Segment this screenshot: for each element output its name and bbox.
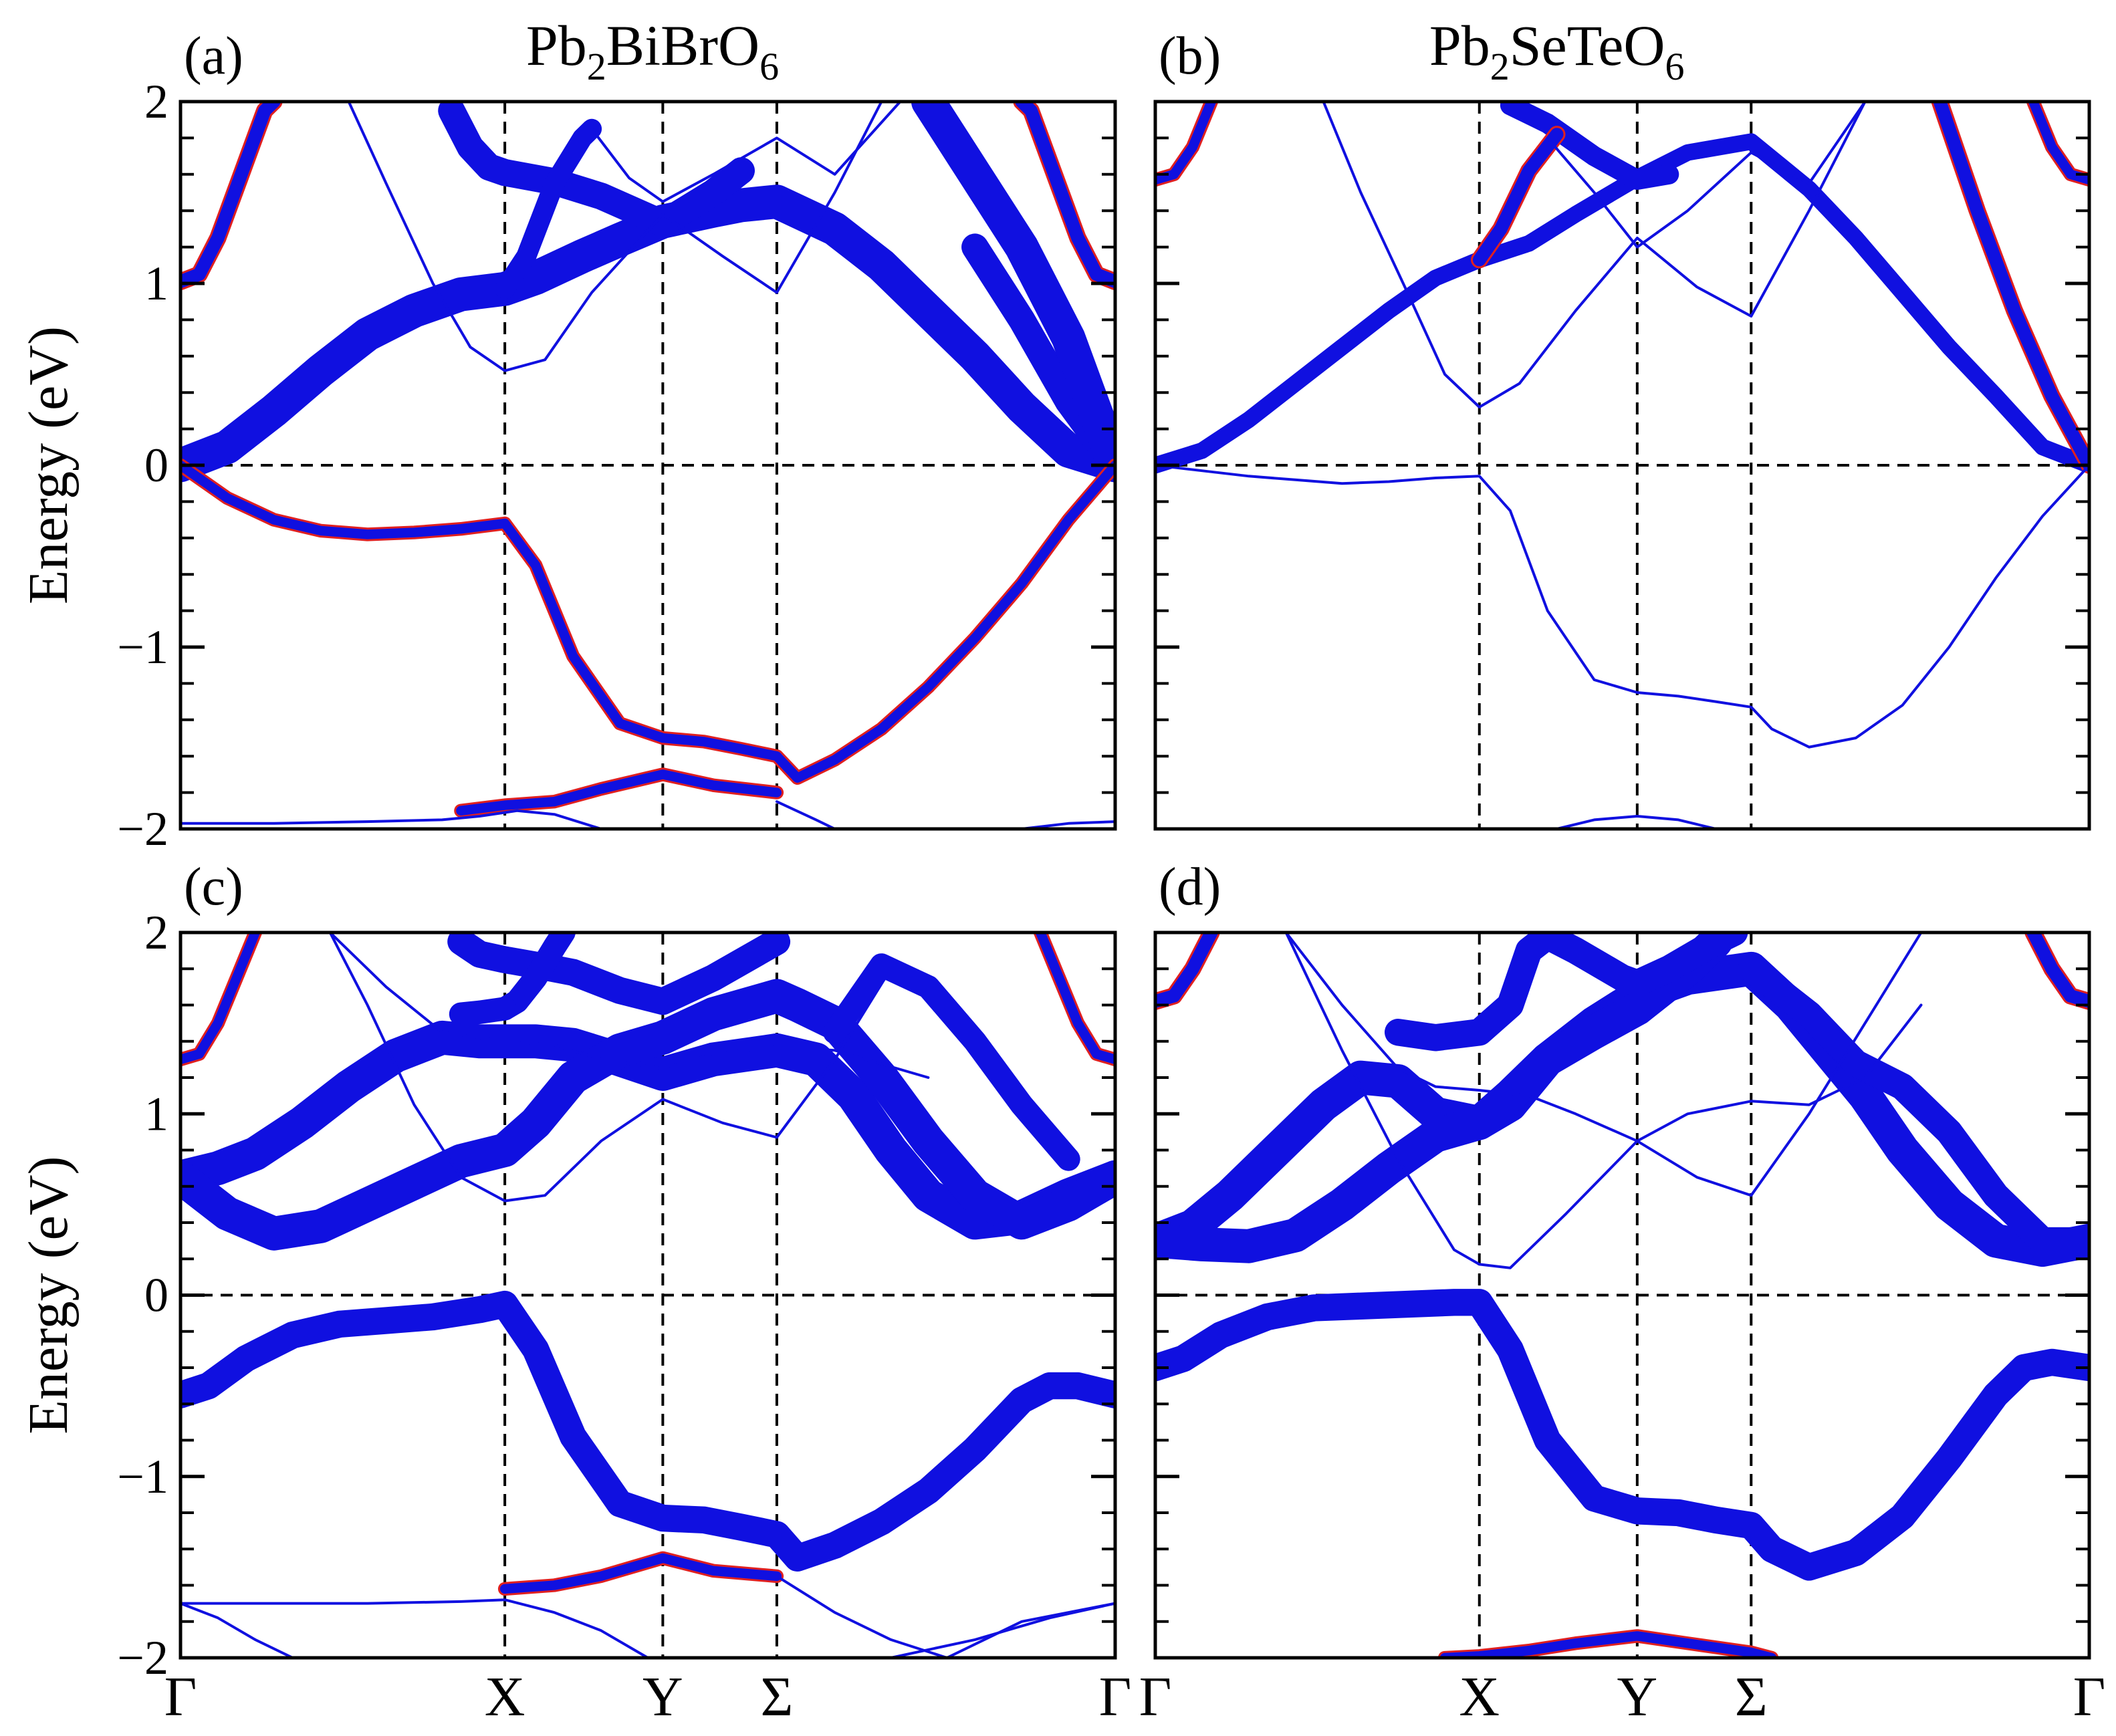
panel-label: (d) — [1159, 858, 1221, 916]
band-line — [181, 1598, 649, 1658]
panel-1: (b) Pb2SeTeO6 — [1153, 13, 2091, 831]
band-line — [1439, 1631, 1777, 1658]
kpoint-label: X — [1459, 1666, 1500, 1728]
band-line — [2026, 933, 2089, 1008]
y-tick-label: 0 — [144, 1269, 168, 1322]
y-tick-label: −2 — [117, 1631, 168, 1685]
band-line — [328, 933, 893, 1203]
panel-title: Pb2BiBrO6 — [526, 13, 779, 88]
band-line — [181, 809, 603, 829]
panel-3: Γ X Y Σ Γ (d) — [1139, 858, 2106, 1728]
kpoint-label: Σ — [1735, 1666, 1768, 1728]
y-axis-label: Energy (eV) — [17, 1156, 80, 1435]
band-line — [1500, 102, 1679, 190]
band-line — [1015, 102, 1115, 289]
band-line — [181, 102, 281, 289]
title-text: BiBrO — [606, 13, 759, 78]
y-axis-label: Energy (eV) — [17, 326, 80, 604]
band-line — [181, 1290, 1115, 1572]
kpoint-label: Γ — [1099, 1666, 1132, 1728]
band-line — [911, 102, 1115, 483]
panel-label: (c) — [184, 858, 243, 916]
kpoint-label: Y — [1617, 1666, 1658, 1728]
title-subscript: 2 — [587, 45, 606, 88]
panel-title: Pb2SeTeO6 — [1429, 13, 1685, 88]
bands — [181, 933, 1115, 1658]
kpoint-label: Γ — [1139, 1666, 1172, 1728]
band-line — [1155, 102, 1217, 185]
y-tick-label: −1 — [117, 620, 168, 674]
bands — [181, 102, 1115, 829]
bands — [1155, 102, 2089, 829]
y-tick-label: 2 — [144, 75, 168, 128]
band-line — [1155, 933, 1733, 1263]
title-text: Pb — [1429, 13, 1490, 78]
y-tick-label: 1 — [144, 257, 168, 310]
bands — [1155, 933, 2089, 1658]
y-tick-label: 1 — [144, 1087, 168, 1140]
panel-label: (b) — [1159, 27, 1221, 86]
y-tick-label: −1 — [117, 1450, 168, 1503]
band-line — [181, 1602, 294, 1658]
band-line — [1155, 133, 2089, 474]
band-line — [822, 953, 1080, 1171]
title-subscript: 2 — [1490, 45, 1510, 88]
y-tick-label: 0 — [144, 439, 168, 492]
title-text: SeTeO — [1510, 13, 1665, 78]
band-line — [1155, 933, 1218, 1008]
band-line — [181, 979, 1115, 1251]
band-line — [495, 118, 602, 299]
band-line — [347, 102, 883, 372]
kpoint-label: X — [485, 1666, 525, 1728]
title-text: Pb — [526, 13, 587, 78]
band-line — [499, 1553, 782, 1594]
band-line — [1155, 1289, 2089, 1581]
band-line — [1738, 955, 2089, 1255]
band-line — [447, 933, 791, 1015]
band-line — [456, 769, 782, 816]
band-line — [181, 933, 260, 1065]
band-line — [590, 102, 902, 203]
band-line — [449, 997, 517, 1026]
band-line — [1322, 102, 1867, 408]
band-line — [1555, 815, 1718, 829]
band-line — [775, 800, 836, 829]
band-line — [1284, 933, 1923, 1269]
band-line — [1384, 933, 1748, 1051]
title-subscript: 6 — [759, 45, 779, 88]
band-line — [1284, 933, 1923, 1142]
band-line — [775, 1574, 1115, 1658]
band-line — [1546, 102, 1867, 249]
band-line — [1473, 128, 1564, 267]
band-line — [1035, 933, 1115, 1065]
band-line — [328, 933, 930, 1079]
band-line — [181, 460, 1115, 783]
panel-label: (a) — [184, 27, 243, 86]
band-line — [2028, 102, 2089, 185]
band-line — [1933, 102, 2089, 472]
band-line — [889, 1602, 1115, 1658]
kpoint-label: Σ — [760, 1666, 793, 1728]
kpoint-label: Y — [642, 1666, 683, 1728]
kpoint-label: Γ — [164, 1666, 197, 1728]
band-line — [1155, 464, 2089, 749]
y-tick-label: 2 — [144, 906, 168, 959]
panel-2: −2 −1 0 1 2 Energy (eV) Γ X Y Σ Γ (c) — [17, 858, 1131, 1728]
y-tick-label: −2 — [117, 802, 168, 856]
band-line — [1020, 820, 1115, 829]
kpoint-label: Γ — [2073, 1666, 2106, 1728]
title-subscript: 6 — [1665, 45, 1685, 88]
band-line — [181, 184, 1115, 483]
